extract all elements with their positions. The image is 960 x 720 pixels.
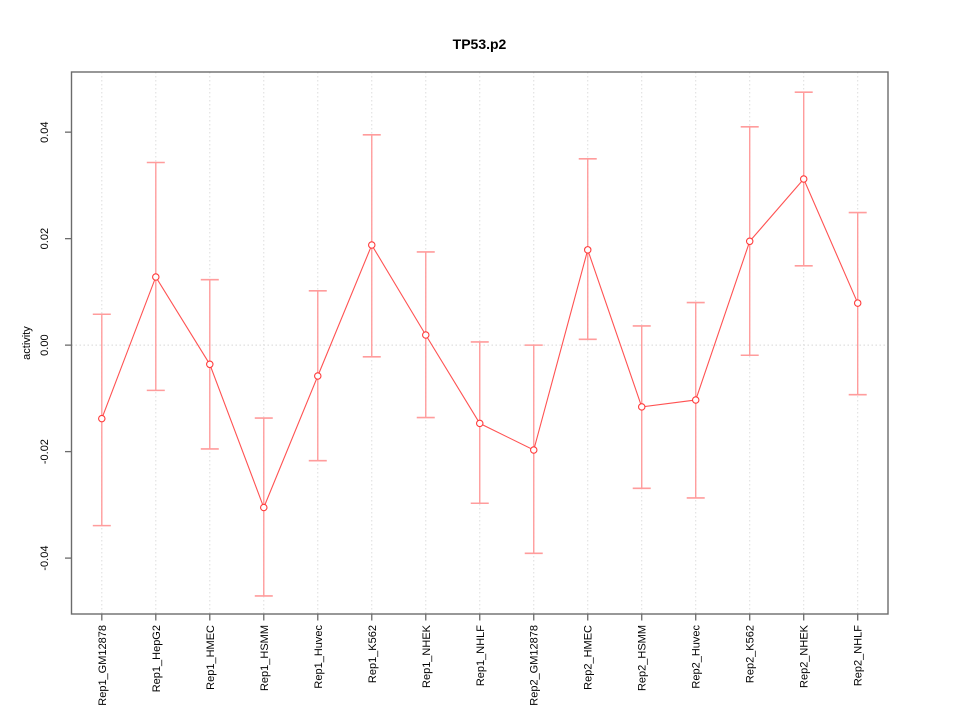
y-tick-label: 0.00 xyxy=(39,334,51,355)
x-tick-label: Rep1_HMEC xyxy=(205,625,217,690)
x-tick-label: Rep2_K562 xyxy=(745,625,757,683)
data-point-marker xyxy=(422,331,430,339)
data-point-marker xyxy=(152,273,160,281)
data-points xyxy=(98,175,862,512)
y-tick-label: -0.02 xyxy=(39,439,51,464)
data-point-marker xyxy=(583,246,592,254)
x-tick-label: Rep1_NHLF xyxy=(475,625,487,686)
data-point-marker xyxy=(745,237,754,246)
data-point-marker xyxy=(637,403,646,411)
x-tick-label: Rep1_GM12878 xyxy=(97,625,109,706)
y-tick-label: 0.04 xyxy=(39,121,51,142)
y-tick-label: -0.04 xyxy=(39,546,51,571)
data-point-marker xyxy=(475,419,484,428)
axis-labels: -0.04 -0.02 0.00 0.02 0.04 Rep1_GM12878 Rep1_H… xyxy=(39,121,865,705)
data-point-marker xyxy=(206,360,214,369)
data-point-marker xyxy=(260,503,268,512)
x-tick-label: Rep1_Huvec xyxy=(313,625,325,689)
x-tick-label: Rep2_Huvec xyxy=(691,625,703,689)
x-tick-label: Rep2_NHEK xyxy=(799,624,811,688)
data-point-marker xyxy=(691,396,700,404)
x-tick-label: Rep2_GM12878 xyxy=(529,625,541,706)
x-tick-label: Rep2_NHLF xyxy=(853,625,865,686)
x-tick-label: Rep2_HMEC xyxy=(583,625,595,690)
data-point-marker xyxy=(799,175,808,183)
y-tick-label: 0.02 xyxy=(39,228,51,249)
data-point-marker xyxy=(853,299,862,307)
data-point-marker xyxy=(529,446,538,454)
axes xyxy=(65,71,889,621)
x-tick-label: Rep1_HSMM xyxy=(259,625,271,691)
x-tick-label: Rep1_HepG2 xyxy=(151,625,163,692)
x-tick-label: Rep2_HSMM xyxy=(637,625,649,691)
data-point-marker xyxy=(368,241,376,249)
chart-title: TP53.p2 xyxy=(452,36,507,52)
x-tick-label: Rep1_NHEK xyxy=(421,624,433,688)
data-point-marker xyxy=(314,372,322,380)
x-tick-label: Rep1_K562 xyxy=(367,625,379,683)
data-point-marker xyxy=(98,414,106,423)
